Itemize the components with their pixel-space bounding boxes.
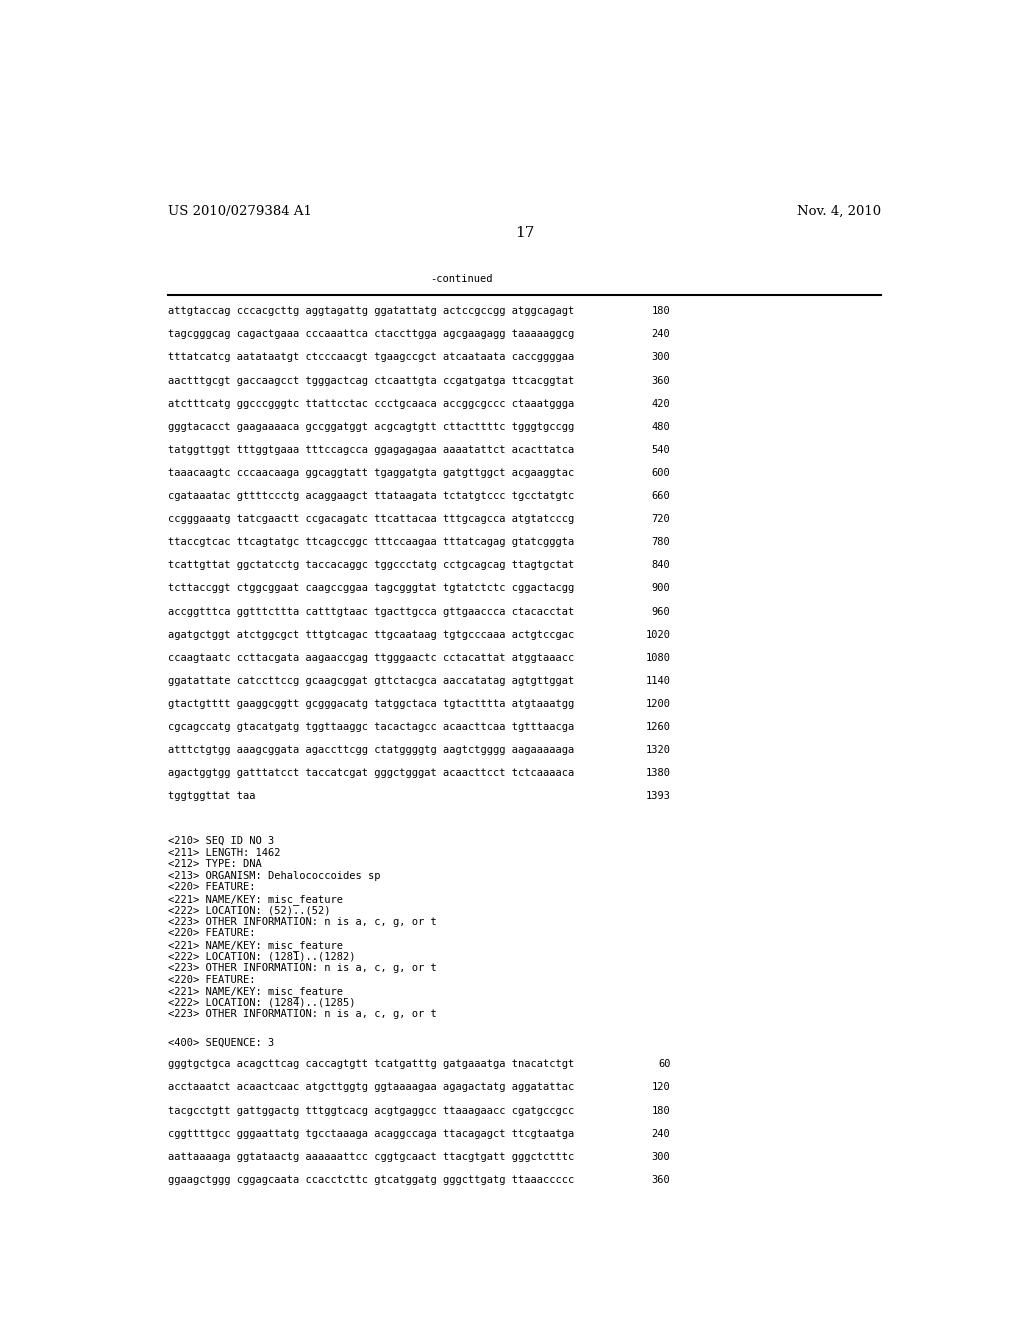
Text: 180: 180 — [651, 306, 671, 317]
Text: ggatattate catccttccg gcaagcggat gttctacgca aaccatatag agtgttggat: ggatattate catccttccg gcaagcggat gttctac… — [168, 676, 574, 686]
Text: <220> FEATURE:: <220> FEATURE: — [168, 974, 256, 985]
Text: 300: 300 — [651, 1151, 671, 1162]
Text: 300: 300 — [651, 352, 671, 363]
Text: 420: 420 — [651, 399, 671, 409]
Text: Nov. 4, 2010: Nov. 4, 2010 — [797, 205, 882, 218]
Text: 240: 240 — [651, 330, 671, 339]
Text: aattaaaaga ggtataactg aaaaaattcc cggtgcaact ttacgtgatt gggctctttc: aattaaaaga ggtataactg aaaaaattcc cggtgca… — [168, 1151, 574, 1162]
Text: <400> SEQUENCE: 3: <400> SEQUENCE: 3 — [168, 1038, 274, 1048]
Text: <211> LENGTH: 1462: <211> LENGTH: 1462 — [168, 847, 281, 858]
Text: <213> ORGANISM: Dehalococcoides sp: <213> ORGANISM: Dehalococcoides sp — [168, 871, 381, 880]
Text: cggttttgcc gggaattatg tgcctaaaga acaggccaga ttacagagct ttcgtaatga: cggttttgcc gggaattatg tgcctaaaga acaggcc… — [168, 1129, 574, 1139]
Text: 1140: 1140 — [645, 676, 671, 686]
Text: 180: 180 — [651, 1106, 671, 1115]
Text: tcattgttat ggctatcctg taccacaggc tggccctatg cctgcagcag ttagtgctat: tcattgttat ggctatcctg taccacaggc tggccct… — [168, 560, 574, 570]
Text: <221> NAME/KEY: misc_feature: <221> NAME/KEY: misc_feature — [168, 940, 343, 950]
Text: cgcagccatg gtacatgatg tggttaaggc tacactagcc acaacttcaa tgtttaacga: cgcagccatg gtacatgatg tggttaaggc tacacta… — [168, 722, 574, 733]
Text: 60: 60 — [658, 1059, 671, 1069]
Text: <222> LOCATION: (1284)..(1285): <222> LOCATION: (1284)..(1285) — [168, 998, 355, 1007]
Text: <220> FEATURE:: <220> FEATURE: — [168, 928, 256, 939]
Text: <223> OTHER INFORMATION: n is a, c, g, or t: <223> OTHER INFORMATION: n is a, c, g, o… — [168, 964, 437, 973]
Text: 720: 720 — [651, 515, 671, 524]
Text: 360: 360 — [651, 376, 671, 385]
Text: 540: 540 — [651, 445, 671, 455]
Text: gtactgtttt gaaggcggtt gcgggacatg tatggctaca tgtactttta atgtaaatgg: gtactgtttt gaaggcggtt gcgggacatg tatggct… — [168, 700, 574, 709]
Text: accggtttca ggtttcttta catttgtaac tgacttgcca gttgaaccca ctacacctat: accggtttca ggtttcttta catttgtaac tgacttg… — [168, 607, 574, 616]
Text: agactggtgg gatttatcct taccatcgat gggctgggat acaacttcct tctcaaaaca: agactggtgg gatttatcct taccatcgat gggctgg… — [168, 768, 574, 779]
Text: 1380: 1380 — [645, 768, 671, 779]
Text: 1020: 1020 — [645, 630, 671, 640]
Text: 960: 960 — [651, 607, 671, 616]
Text: tggtggttat taa: tggtggttat taa — [168, 792, 256, 801]
Text: 780: 780 — [651, 537, 671, 548]
Text: taaacaagtc cccaacaaga ggcaggtatt tgaggatgta gatgttggct acgaaggtac: taaacaagtc cccaacaaga ggcaggtatt tgaggat… — [168, 469, 574, 478]
Text: <220> FEATURE:: <220> FEATURE: — [168, 882, 256, 892]
Text: 1320: 1320 — [645, 744, 671, 755]
Text: <222> LOCATION: (52)..(52): <222> LOCATION: (52)..(52) — [168, 906, 331, 915]
Text: 1260: 1260 — [645, 722, 671, 733]
Text: gggtgctgca acagcttcag caccagtgtt tcatgatttg gatgaaatga tnacatctgt: gggtgctgca acagcttcag caccagtgtt tcatgat… — [168, 1059, 574, 1069]
Text: <221> NAME/KEY: misc_feature: <221> NAME/KEY: misc_feature — [168, 986, 343, 997]
Text: attgtaccag cccacgcttg aggtagattg ggatattatg actccgccgg atggcagagt: attgtaccag cccacgcttg aggtagattg ggatatt… — [168, 306, 574, 317]
Text: <223> OTHER INFORMATION: n is a, c, g, or t: <223> OTHER INFORMATION: n is a, c, g, o… — [168, 917, 437, 927]
Text: tcttaccggt ctggcggaat caagccggaa tagcgggtat tgtatctctc cggactacgg: tcttaccggt ctggcggaat caagccggaa tagcggg… — [168, 583, 574, 594]
Text: tatggttggt tttggtgaaa tttccagcca ggagagagaa aaaatattct acacttatca: tatggttggt tttggtgaaa tttccagcca ggagaga… — [168, 445, 574, 455]
Text: cgataaatac gttttccctg acaggaagct ttataagata tctatgtccc tgcctatgtc: cgataaatac gttttccctg acaggaagct ttataag… — [168, 491, 574, 502]
Text: <223> OTHER INFORMATION: n is a, c, g, or t: <223> OTHER INFORMATION: n is a, c, g, o… — [168, 1010, 437, 1019]
Text: tacgcctgtt gattggactg tttggtcacg acgtgaggcc ttaaagaacc cgatgccgcc: tacgcctgtt gattggactg tttggtcacg acgtgag… — [168, 1106, 574, 1115]
Text: gggtacacct gaagaaaaca gccggatggt acgcagtgtt cttacttttc tgggtgccgg: gggtacacct gaagaaaaca gccggatggt acgcagt… — [168, 422, 574, 432]
Text: 900: 900 — [651, 583, 671, 594]
Text: -continued: -continued — [430, 275, 493, 284]
Text: ggaagctggg cggagcaata ccacctcttc gtcatggatg gggcttgatg ttaaaccccc: ggaagctggg cggagcaata ccacctcttc gtcatgg… — [168, 1175, 574, 1185]
Text: 120: 120 — [651, 1082, 671, 1093]
Text: atttctgtgg aaagcggata agaccttcgg ctatggggtg aagtctgggg aagaaaaaga: atttctgtgg aaagcggata agaccttcgg ctatggg… — [168, 744, 574, 755]
Text: ttaccgtcac ttcagtatgc ttcagccggc tttccaagaa tttatcagag gtatcgggta: ttaccgtcac ttcagtatgc ttcagccggc tttccaa… — [168, 537, 574, 548]
Text: 360: 360 — [651, 1175, 671, 1185]
Text: 600: 600 — [651, 469, 671, 478]
Text: <212> TYPE: DNA: <212> TYPE: DNA — [168, 859, 262, 869]
Text: 17: 17 — [515, 226, 535, 240]
Text: 1080: 1080 — [645, 653, 671, 663]
Text: acctaaatct acaactcaac atgcttggtg ggtaaaagaa agagactatg aggatattac: acctaaatct acaactcaac atgcttggtg ggtaaaa… — [168, 1082, 574, 1093]
Text: atctttcatg ggcccgggtc ttattcctac ccctgcaaca accggcgccc ctaaatggga: atctttcatg ggcccgggtc ttattcctac ccctgca… — [168, 399, 574, 409]
Text: <210> SEQ ID NO 3: <210> SEQ ID NO 3 — [168, 836, 274, 846]
Text: 1393: 1393 — [645, 792, 671, 801]
Text: tagcgggcag cagactgaaa cccaaattca ctaccttgga agcgaagagg taaaaaggcg: tagcgggcag cagactgaaa cccaaattca ctacctt… — [168, 330, 574, 339]
Text: 480: 480 — [651, 422, 671, 432]
Text: <222> LOCATION: (1281)..(1282): <222> LOCATION: (1281)..(1282) — [168, 952, 355, 961]
Text: ccgggaaatg tatcgaactt ccgacagatc ttcattacaa tttgcagcca atgtatcccg: ccgggaaatg tatcgaactt ccgacagatc ttcatta… — [168, 515, 574, 524]
Text: 660: 660 — [651, 491, 671, 502]
Text: 840: 840 — [651, 560, 671, 570]
Text: aactttgcgt gaccaagcct tgggactcag ctcaattgta ccgatgatga ttcacggtat: aactttgcgt gaccaagcct tgggactcag ctcaatt… — [168, 376, 574, 385]
Text: agatgctggt atctggcgct tttgtcagac ttgcaataag tgtgcccaaa actgtccgac: agatgctggt atctggcgct tttgtcagac ttgcaat… — [168, 630, 574, 640]
Text: <221> NAME/KEY: misc_feature: <221> NAME/KEY: misc_feature — [168, 894, 343, 904]
Text: 240: 240 — [651, 1129, 671, 1139]
Text: US 2010/0279384 A1: US 2010/0279384 A1 — [168, 205, 312, 218]
Text: tttatcatcg aatataatgt ctcccaacgt tgaagccgct atcaataata caccggggaa: tttatcatcg aatataatgt ctcccaacgt tgaagcc… — [168, 352, 574, 363]
Text: 1200: 1200 — [645, 700, 671, 709]
Text: ccaagtaatc ccttacgata aagaaccgag ttgggaactc cctacattat atggtaaacc: ccaagtaatc ccttacgata aagaaccgag ttgggaa… — [168, 653, 574, 663]
